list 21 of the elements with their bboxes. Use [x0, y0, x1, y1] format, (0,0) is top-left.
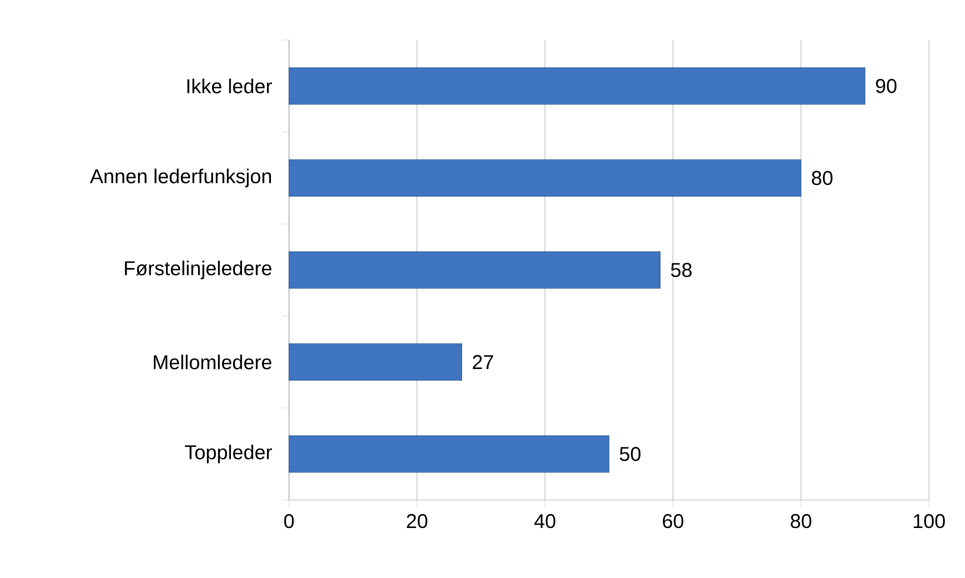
y-tick-label: Toppleder — [184, 444, 272, 464]
bar — [288, 251, 660, 289]
bar — [288, 435, 610, 473]
bar — [288, 67, 866, 105]
x-tick-label: 100 — [914, 514, 945, 528]
y-tick-label: Ikke leder — [187, 78, 272, 94]
bar — [288, 343, 462, 381]
y-tick-label: Mellomledere — [154, 354, 272, 370]
x-tick-label: 80 — [790, 514, 812, 528]
x-tick-label: 60 — [662, 514, 684, 528]
data-label: 27 — [472, 355, 494, 369]
data-label: 80 — [812, 170, 832, 186]
bar — [288, 159, 802, 197]
data-label: 58 — [671, 262, 692, 278]
x-tick-label: 40 — [534, 514, 556, 528]
x-tick-label: 20 — [406, 514, 428, 528]
x-tick-label: 0 — [284, 514, 294, 528]
y-tick-label: Førstelinjeledere — [124, 260, 272, 280]
data-label: 50 — [620, 446, 640, 462]
y-tick-label: Annen lederfunksjon — [90, 168, 271, 188]
data-label: 90 — [876, 78, 896, 94]
